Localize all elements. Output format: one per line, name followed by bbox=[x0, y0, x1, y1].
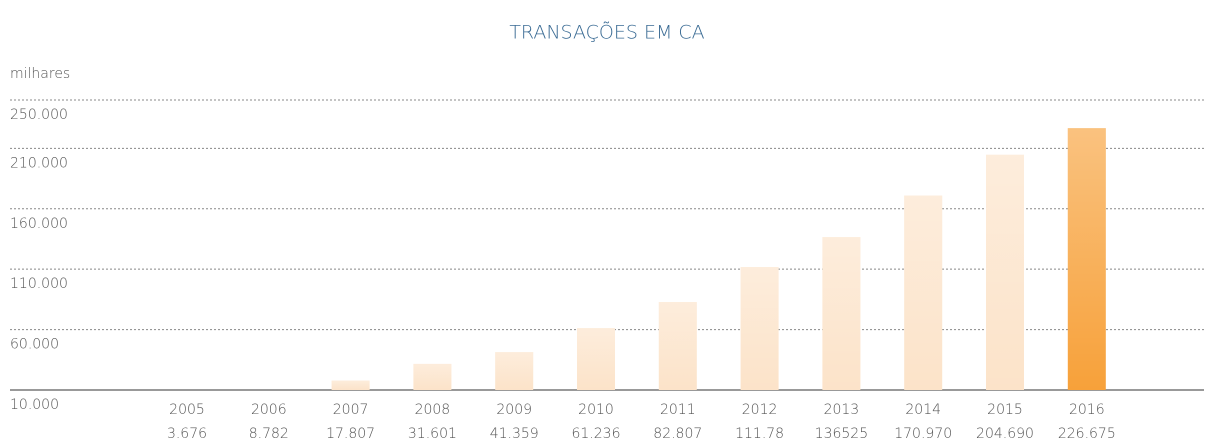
x-tick-label: 2010 bbox=[578, 402, 614, 418]
bar-shade bbox=[1067, 128, 1106, 390]
value-label: 61.236 bbox=[572, 426, 621, 441]
x-tick-label: 2008 bbox=[415, 402, 451, 418]
y-tick-label: 160.000 bbox=[10, 216, 68, 232]
bar-shade bbox=[331, 380, 370, 390]
value-label: 41.359 bbox=[490, 426, 539, 441]
bar-shade bbox=[495, 352, 534, 390]
bar-shade bbox=[986, 154, 1024, 390]
x-tick-label: 2007 bbox=[333, 402, 369, 418]
x-tick-label: 2013 bbox=[824, 402, 860, 418]
bar-shade bbox=[413, 363, 452, 390]
y-tick-label: 250.000 bbox=[10, 107, 68, 123]
y-tick-label: 110.000 bbox=[10, 276, 68, 292]
value-label: 3.676 bbox=[167, 426, 207, 441]
y-tick-label: 60.000 bbox=[10, 337, 59, 353]
bar-shade bbox=[658, 302, 697, 390]
value-label: 8.782 bbox=[249, 426, 289, 441]
y-axis-label: milhares bbox=[10, 66, 70, 82]
x-tick-label: 2016 bbox=[1069, 402, 1105, 418]
x-tick-label: 2005 bbox=[169, 402, 205, 418]
value-label: 204.690 bbox=[976, 426, 1034, 441]
value-label: 17.807 bbox=[326, 426, 375, 441]
value-label: 111.78 bbox=[735, 426, 784, 441]
x-tick-label: 2015 bbox=[987, 402, 1023, 418]
value-label: 226.675 bbox=[1058, 426, 1116, 441]
x-tick-label: 2014 bbox=[905, 402, 941, 418]
y-tick-label: 210.000 bbox=[10, 155, 68, 171]
x-tick-label: 2006 bbox=[251, 402, 287, 418]
value-label: 136525 bbox=[815, 426, 868, 441]
value-label: 170.970 bbox=[894, 426, 952, 441]
bar-shade bbox=[577, 328, 615, 390]
x-tick-label: 2009 bbox=[496, 402, 532, 418]
x-tick-label: 2011 bbox=[660, 402, 696, 418]
bar-shade bbox=[904, 195, 943, 390]
y-tick-label: 10.000 bbox=[10, 397, 59, 413]
bar-shade bbox=[822, 237, 861, 390]
x-tick-label: 2012 bbox=[742, 402, 778, 418]
value-label: 31.601 bbox=[408, 426, 457, 441]
value-label: 82.807 bbox=[653, 426, 702, 441]
bar-shade bbox=[740, 267, 779, 390]
chart-title: TRANSAÇÕES EM CA bbox=[509, 21, 704, 44]
